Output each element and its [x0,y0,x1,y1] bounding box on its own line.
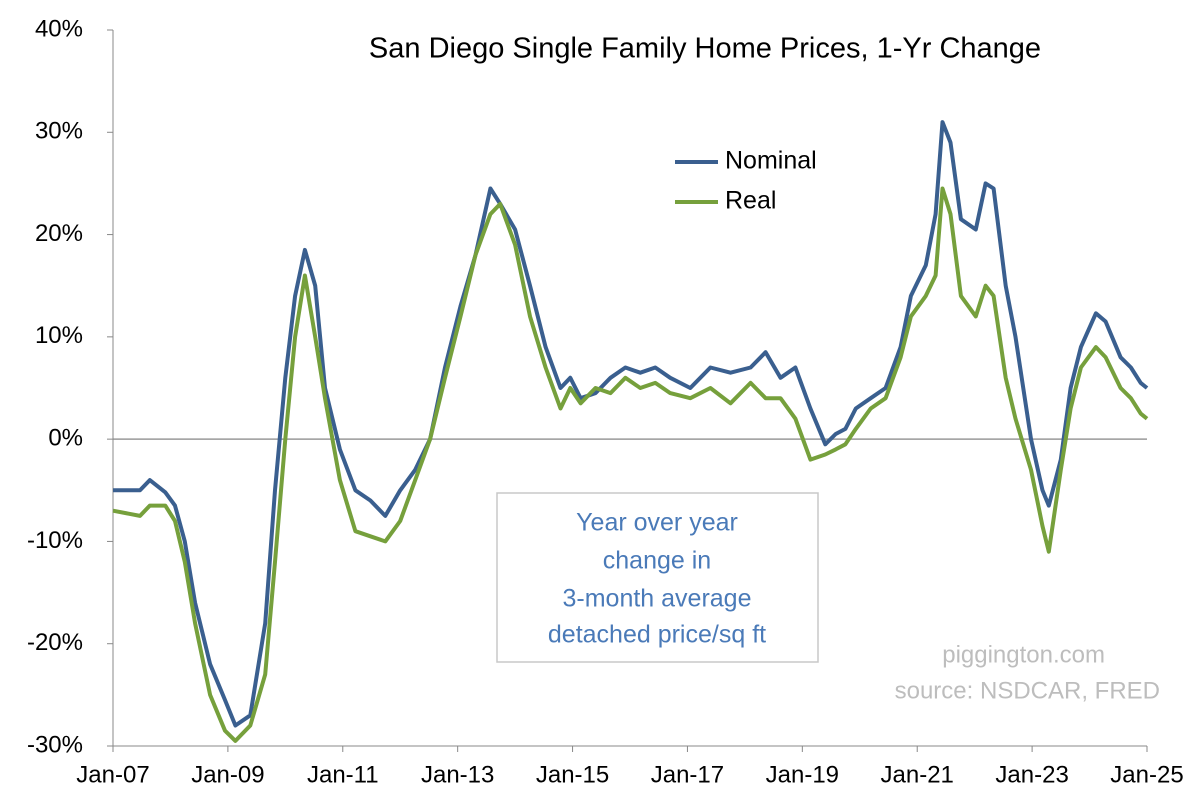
chart-title: San Diego Single Family Home Prices, 1-Y… [369,33,1041,65]
x-tick-label: Jan-13 [421,761,494,788]
y-tick-label: 30% [35,118,83,145]
y-tick-label: 0% [48,424,83,451]
y-tick-label: -30% [27,731,83,758]
x-tick-label: Jan-19 [766,761,839,788]
x-tick-label: Jan-17 [651,761,724,788]
x-tick-label: Jan-25 [1110,761,1183,788]
x-tick-label: Jan-11 [307,761,379,788]
y-tick-label: 40% [35,15,83,42]
annotation: 3-month average [562,585,751,613]
x-tick-label: Jan-23 [995,761,1068,788]
annotation-box [496,492,819,663]
y-tick-label: 20% [35,220,83,247]
legend-label: Real [725,187,776,215]
x-tick-label: Jan-15 [536,761,609,788]
x-tick-label: Jan-09 [191,761,264,788]
watermark: source: NSDCAR, FRED [895,677,1160,704]
x-tick-label: Jan-07 [76,761,149,788]
annotation: detached price/sq ft [548,621,766,649]
annotation: change in [603,547,711,575]
y-tick-label: 10% [35,322,83,349]
annotation: Year over year [576,509,738,537]
watermark: piggington.com [942,641,1105,668]
legend-label: Nominal [725,147,817,175]
y-tick-label: -20% [27,629,83,656]
series-line [112,186,1149,743]
series-line [113,120,1149,728]
x-tick-label: Jan-21 [881,761,954,788]
y-tick-label: -10% [27,527,83,554]
